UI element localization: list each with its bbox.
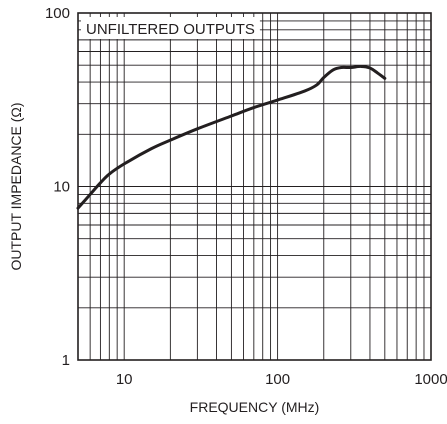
x-axis-title: FREQUENCY (MHz) — [190, 399, 320, 415]
plot-frame — [77, 12, 432, 361]
grid — [78, 13, 431, 360]
x-tick-label-10: 10 — [116, 371, 133, 388]
x-tick-label-100: 100 — [265, 371, 290, 388]
y-tick-label-100: 100 — [45, 5, 70, 22]
tick-labels: 10 100 1000 1 10 100 — [45, 5, 447, 388]
y-axis-title: OUTPUT IMPEDANCE (Ω) — [8, 102, 24, 270]
x-tick-label-1000: 1000 — [414, 371, 447, 388]
series-layer — [76, 64, 387, 210]
y-tick-label-1: 1 — [62, 352, 70, 369]
annotation-background — [81, 17, 260, 39]
y-tick-label-10: 10 — [53, 179, 70, 196]
annotation-unfiltered-outputs: UNFILTERED OUTPUTS — [86, 21, 255, 38]
annotation-layer: UNFILTERED OUTPUTS — [81, 17, 260, 39]
series-line-0 — [76, 64, 387, 210]
